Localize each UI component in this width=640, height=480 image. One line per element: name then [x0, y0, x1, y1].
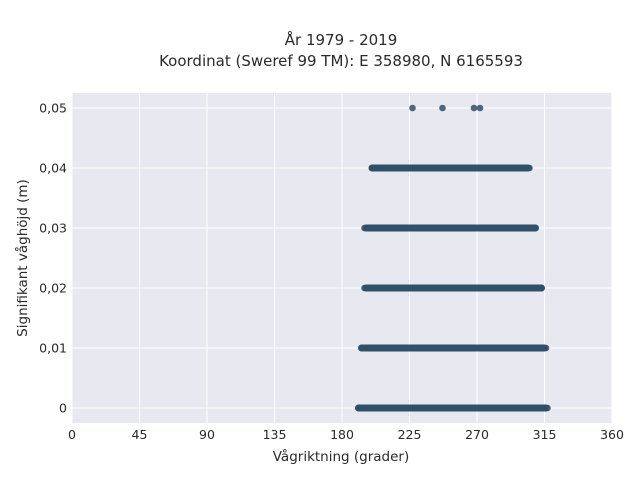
data-point — [526, 164, 533, 172]
data-point — [470, 104, 478, 112]
data-bands — [355, 164, 550, 412]
data-point — [355, 404, 362, 412]
x-tick-label: 315 — [533, 427, 557, 442]
x-tick-label: 225 — [398, 427, 422, 442]
x-tick-label: 45 — [132, 427, 148, 442]
x-tick-label: 0 — [68, 427, 76, 442]
data-point — [544, 404, 551, 412]
x-axis-label: Vågriktning (grader) — [273, 448, 410, 465]
x-tick-label: 90 — [199, 427, 215, 442]
data-point — [373, 164, 380, 172]
y-tick-label: 0 — [59, 401, 67, 416]
data-point — [361, 284, 368, 292]
x-tick-label: 270 — [465, 427, 489, 442]
y-tick-label: 0,05 — [39, 101, 67, 116]
x-tick-label: 135 — [263, 427, 287, 442]
x-axis-ticks: 0 45 90 135 180 225 270 315 360 — [68, 427, 624, 442]
y-axis-label: Signifikant våghöjd (m) — [14, 179, 31, 337]
data-points — [355, 104, 551, 412]
y-tick-label: 0,03 — [39, 221, 67, 236]
y-tick-label: 0,02 — [39, 281, 67, 296]
data-point — [409, 104, 416, 112]
data-point — [476, 104, 484, 112]
y-tick-label: 0,04 — [39, 161, 67, 176]
x-tick-label: 180 — [330, 427, 354, 442]
data-point — [530, 224, 538, 232]
chart-subtitle: Koordinat (Sweref 99 TM): E 358980, N 61… — [159, 52, 523, 70]
y-axis-ticks: 0 0,01 0,02 0,03 0,04 0,05 — [39, 101, 67, 416]
chart-title: År 1979 - 2019 — [285, 30, 398, 49]
data-point — [361, 224, 368, 232]
data-point — [538, 284, 545, 292]
x-tick-label: 360 — [600, 427, 624, 442]
y-tick-label: 0,01 — [39, 341, 67, 356]
data-point — [439, 104, 446, 112]
data-point — [358, 344, 365, 352]
data-point — [542, 344, 550, 352]
